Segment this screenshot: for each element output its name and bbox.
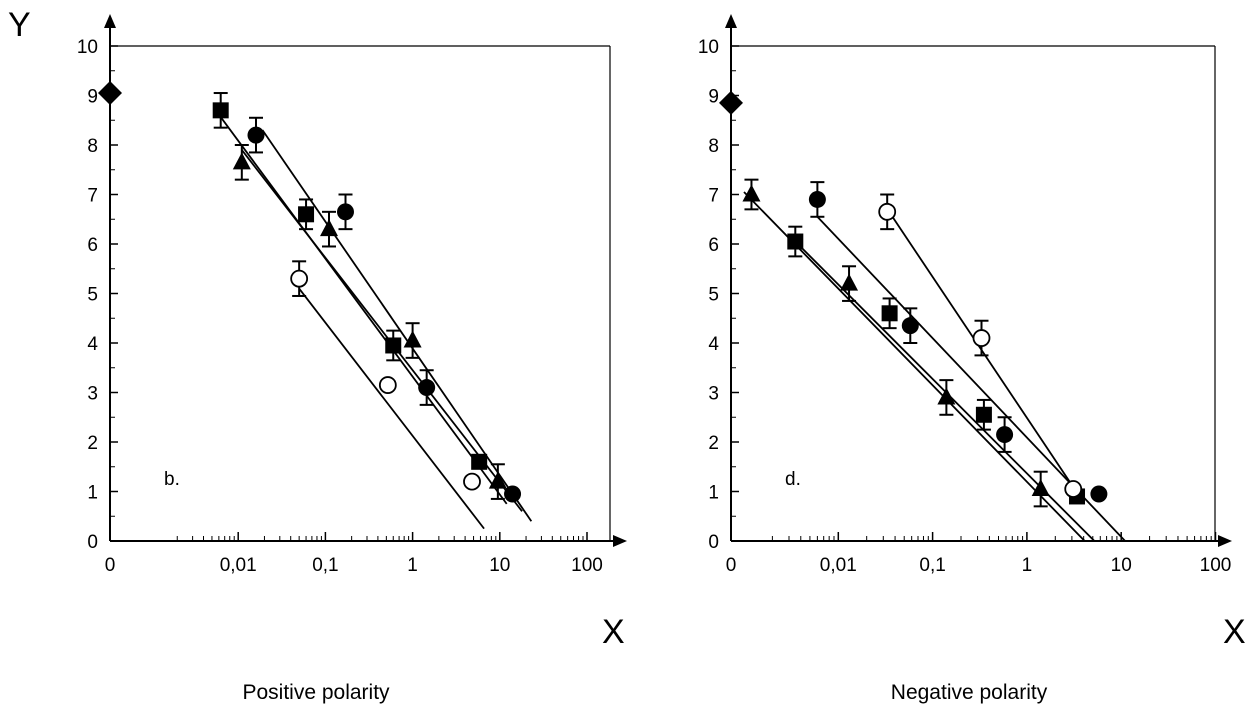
y-tick-label: 0 <box>708 532 719 553</box>
x-axis-arrow <box>613 535 627 547</box>
x-tick-label: 0,01 <box>220 555 257 576</box>
marker-triangle <box>1031 479 1050 497</box>
fit-line <box>261 129 533 522</box>
y-tick-label: 1 <box>87 483 98 504</box>
x-tick-label: 0,1 <box>312 555 338 576</box>
marker-filled-circle <box>1090 485 1108 503</box>
panel-label: d. <box>785 469 801 490</box>
marker-triangle <box>840 273 859 291</box>
fit-line <box>241 149 523 512</box>
fit-line <box>743 191 1086 542</box>
marker-diamond <box>98 81 122 106</box>
y-tick-label: 5 <box>708 285 719 306</box>
marker-triangle <box>937 387 956 405</box>
marker-diamond <box>719 90 743 115</box>
y-axis-arrow <box>725 14 737 28</box>
marker-open-circle <box>972 329 991 347</box>
marker-triangle <box>232 152 251 170</box>
marker-open-circle <box>290 269 309 288</box>
marker-filled-circle <box>504 485 522 503</box>
x-tick-label: 10 <box>1111 555 1132 576</box>
x-tick-label: 0 <box>726 555 737 576</box>
marker-filled-circle <box>808 190 826 208</box>
marker-square <box>298 206 315 223</box>
y-tick-label: 6 <box>87 235 98 256</box>
y-tick-label: 10 <box>698 37 719 58</box>
y-tick-label: 2 <box>87 433 98 454</box>
marker-square <box>212 102 229 119</box>
y-tick-label: 8 <box>87 136 98 157</box>
x-tick-label: 0,01 <box>820 555 857 576</box>
panel-caption: Negative polarity <box>891 681 1048 704</box>
marker-open-circle <box>1064 480 1083 498</box>
marker-square <box>975 406 992 423</box>
y-tick-label: 0 <box>87 532 98 553</box>
marker-open-circle <box>378 376 397 394</box>
y-tick-label: 3 <box>87 384 98 405</box>
y-tick-label: 9 <box>708 87 719 108</box>
x-tick-label: 1 <box>1022 555 1033 576</box>
panel-label: b. <box>164 469 180 490</box>
y-tick-label: 2 <box>708 433 719 454</box>
y-tick-label: 7 <box>708 186 719 207</box>
y-tick-label: 7 <box>87 186 98 207</box>
y-tick-label: 3 <box>708 384 719 405</box>
fit-line <box>216 112 508 505</box>
y-axis-arrow <box>104 14 116 28</box>
y-axis-name: Y <box>8 6 31 44</box>
y-tick-label: 4 <box>87 334 98 355</box>
marker-filled-circle <box>336 203 354 221</box>
y-tick-label: 8 <box>708 136 719 157</box>
fit-line <box>890 213 1076 490</box>
marker-filled-circle <box>247 126 265 144</box>
marker-filled-circle <box>996 426 1014 444</box>
marker-triangle <box>488 471 507 489</box>
x-axis-arrow <box>1218 535 1232 547</box>
x-tick-label: 0 <box>105 555 116 576</box>
marker-open-circle <box>463 472 481 491</box>
y-tick-label: 6 <box>708 235 719 256</box>
x-tick-label: 0,1 <box>919 555 945 576</box>
y-tick-label: 10 <box>77 37 98 58</box>
marker-square <box>385 337 402 354</box>
panel-caption: Positive polarity <box>242 681 390 704</box>
y-tick-label: 4 <box>708 334 719 355</box>
y-tick-label: 5 <box>87 285 98 306</box>
marker-triangle <box>320 219 339 237</box>
x-tick-label: 1 <box>407 555 418 576</box>
y-tick-label: 9 <box>87 87 98 108</box>
marker-filled-circle <box>901 317 919 335</box>
x-tick-label: 100 <box>571 555 603 576</box>
x-axis-name: X <box>602 613 625 651</box>
y-tick-label: 1 <box>708 483 719 504</box>
marker-square <box>881 305 898 322</box>
x-tick-label: 10 <box>489 555 510 576</box>
fit-line <box>298 288 485 530</box>
marker-filled-circle <box>418 379 436 397</box>
marker-triangle <box>403 330 422 348</box>
marker-square <box>471 453 488 470</box>
x-axis-name: X <box>1223 613 1246 651</box>
marker-open-circle <box>878 202 897 221</box>
marker-triangle <box>742 184 761 202</box>
marker-square <box>787 233 804 250</box>
x-tick-label: 100 <box>1200 555 1232 576</box>
